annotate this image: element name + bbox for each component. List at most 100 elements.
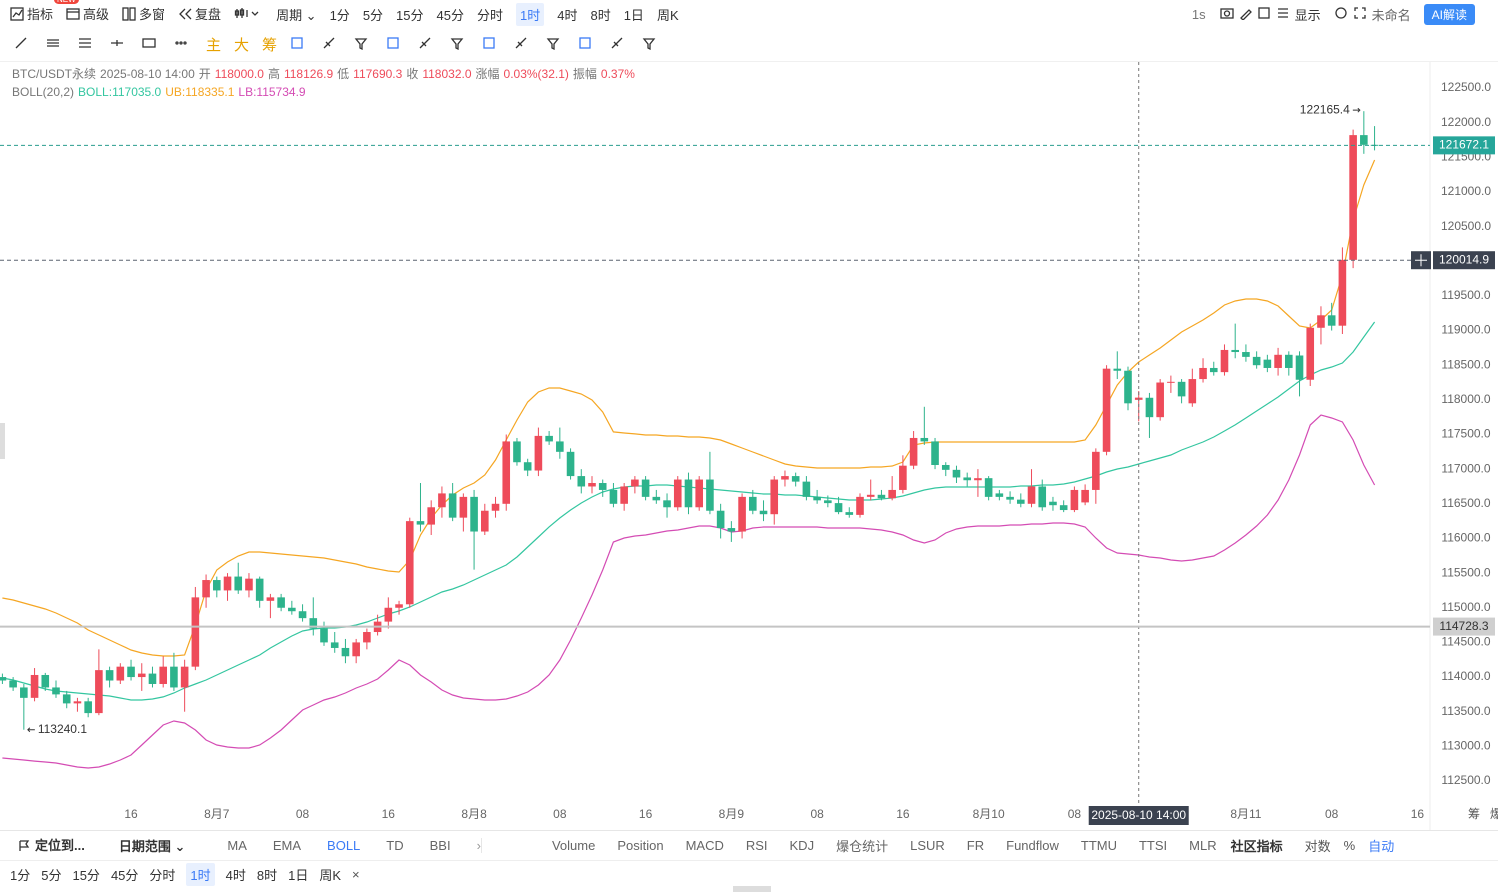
- draw-tool[interactable]: [482, 36, 501, 53]
- period[interactable]: 15分: [396, 7, 424, 23]
- sub-indicator[interactable]: LSUR: [910, 838, 945, 853]
- overlay-toggle[interactable]: 大: [234, 37, 250, 54]
- candle-body: [856, 496, 864, 515]
- sub-indicator[interactable]: TTSI: [1138, 838, 1168, 853]
- draw-tool[interactable]: [322, 36, 341, 53]
- date-range[interactable]: 日期范围 ⌄: [118, 839, 186, 854]
- sub-indicator[interactable]: TTMU: [1080, 838, 1117, 853]
- max-label: 122165.4: [1300, 102, 1350, 116]
- bottom-period[interactable]: 8时: [256, 868, 278, 883]
- toolbar-button[interactable]: 复盘: [178, 4, 221, 24]
- sub-indicator[interactable]: Position: [617, 838, 664, 853]
- draw-tool[interactable]: [514, 36, 533, 53]
- icon: [10, 7, 24, 24]
- draw-tool[interactable]: [642, 36, 661, 53]
- sub-indicator[interactable]: FR: [966, 838, 985, 853]
- overlay-toggle[interactable]: 主: [206, 37, 222, 54]
- main-indicator[interactable]: TD: [386, 838, 404, 853]
- bottom-period[interactable]: 分时: [149, 868, 176, 883]
- bottom-period[interactable]: 1时: [186, 863, 215, 886]
- toolbar-button[interactable]: 多窗: [122, 4, 165, 24]
- toolbar-right-item[interactable]: 未命名: [1371, 7, 1411, 23]
- toolbar-right-item[interactable]: 显示: [1294, 7, 1321, 23]
- bottom-period[interactable]: 45分: [110, 868, 139, 883]
- period[interactable]: 1分: [329, 7, 350, 23]
- icon: [1219, 6, 1235, 23]
- period[interactable]: 周K: [656, 7, 679, 23]
- draw-tool[interactable]: [46, 36, 65, 53]
- bottom-period[interactable]: 15分: [72, 868, 100, 883]
- scale-option[interactable]: 对数: [1304, 839, 1331, 854]
- period-menu[interactable]: 周期 ⌄: [276, 7, 317, 23]
- draw-tool[interactable]: [174, 36, 193, 53]
- bottom-period[interactable]: 1日: [288, 868, 309, 883]
- overlay-toggle[interactable]: 筹: [262, 37, 278, 54]
- sub-indicator[interactable]: RSI: [745, 838, 768, 853]
- icon: [174, 36, 190, 53]
- toolbar-button[interactable]: 高级: [66, 4, 109, 24]
- bottom-period[interactable]: 周K: [319, 868, 342, 883]
- main-indicator[interactable]: BOLL: [327, 838, 361, 853]
- bottom-period[interactable]: 4时: [225, 868, 246, 883]
- candle-body: [73, 701, 82, 704]
- main-indicator[interactable]: EMA: [272, 838, 302, 853]
- bottom-period[interactable]: 1分: [10, 868, 31, 883]
- period[interactable]: 45分: [436, 7, 464, 23]
- y-tick-label: 115000.0: [1441, 600, 1490, 614]
- draw-tool[interactable]: [354, 36, 373, 53]
- draw-tool[interactable]: [418, 36, 437, 53]
- main-indicator[interactable]: MA: [227, 838, 247, 853]
- candle-body: [116, 666, 125, 681]
- icon-glyph: [142, 38, 156, 48]
- candle-body: [1177, 381, 1186, 397]
- community[interactable]: 社区指标: [1230, 839, 1283, 854]
- sub-indicator[interactable]: KDJ: [789, 838, 815, 853]
- goto[interactable]: 定位到...: [18, 835, 85, 855]
- sub-indicator[interactable]: Volume: [551, 838, 596, 853]
- icon: [578, 36, 594, 53]
- scale-option[interactable]: 自动: [1368, 839, 1395, 854]
- price-box: [1433, 251, 1495, 270]
- draw-tool[interactable]: [546, 36, 565, 53]
- close-button[interactable]: ×: [352, 867, 360, 882]
- scale-option[interactable]: %: [1343, 838, 1356, 853]
- candle-body: [502, 441, 511, 504]
- candle-body: [1145, 397, 1154, 418]
- candle-body: [1167, 381, 1175, 383]
- period[interactable]: 分时: [476, 7, 503, 23]
- draw-tool[interactable]: [386, 36, 405, 53]
- bottom-period[interactable]: 5分: [41, 868, 62, 883]
- icon-glyph: [1257, 6, 1270, 19]
- draw-tool[interactable]: [78, 36, 97, 53]
- draw-tool[interactable]: [450, 36, 469, 53]
- candle-body: [545, 435, 553, 442]
- period[interactable]: 1日: [623, 7, 644, 23]
- period[interactable]: 4时: [557, 7, 578, 23]
- candle-body: [159, 666, 167, 684]
- sub-indicator[interactable]: 爆仓统计: [836, 839, 889, 854]
- icon: [610, 36, 626, 53]
- draw-tool[interactable]: [610, 36, 629, 53]
- candle-body: [1102, 368, 1111, 452]
- draw-tool[interactable]: [110, 36, 129, 53]
- icon: [1334, 6, 1350, 23]
- draw-tool[interactable]: [142, 36, 161, 53]
- chart-type[interactable]: [234, 5, 263, 22]
- draw-tool[interactable]: [14, 36, 33, 53]
- main-indicator[interactable]: BBI: [429, 838, 451, 853]
- chevron: ›: [476, 838, 482, 853]
- draw-tool[interactable]: [578, 36, 597, 53]
- period[interactable]: 8时: [590, 7, 611, 23]
- price-label: 121672.1: [1439, 138, 1489, 152]
- draw-tool[interactable]: [290, 36, 309, 53]
- period[interactable]: 1时: [516, 2, 545, 26]
- sub-indicator[interactable]: MACD: [685, 838, 724, 853]
- legend-symbol: BTC/USDT永续: [12, 67, 97, 81]
- sub-indicator[interactable]: Fundflow: [1006, 838, 1059, 853]
- toolbar-right-item[interactable]: 1s: [1191, 6, 1206, 22]
- period[interactable]: 5分: [362, 7, 384, 23]
- y-tick-label: 120500.0: [1441, 219, 1491, 233]
- toolbar-button[interactable]: 指标NEW: [10, 0, 79, 24]
- sub-indicator[interactable]: MLR: [1189, 838, 1217, 853]
- toolbar-right-item[interactable]: AI解读: [1423, 3, 1475, 25]
